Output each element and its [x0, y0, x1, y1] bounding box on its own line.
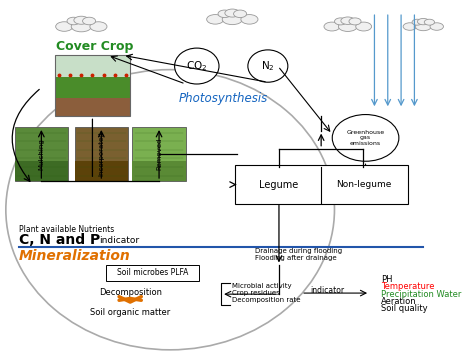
- Ellipse shape: [207, 14, 224, 24]
- Text: Aeration: Aeration: [381, 297, 417, 306]
- Ellipse shape: [412, 19, 422, 25]
- Text: PH: PH: [381, 275, 392, 284]
- Text: Removed: Removed: [156, 138, 162, 170]
- Text: Non-legume: Non-legume: [336, 180, 391, 189]
- Ellipse shape: [225, 9, 240, 17]
- FancyBboxPatch shape: [55, 77, 130, 98]
- Ellipse shape: [338, 22, 357, 31]
- FancyBboxPatch shape: [106, 265, 199, 281]
- Ellipse shape: [415, 22, 431, 31]
- Ellipse shape: [218, 10, 231, 18]
- Text: Soil organic matter: Soil organic matter: [90, 308, 170, 317]
- Text: Photosynthesis: Photosynthesis: [179, 92, 268, 105]
- FancyBboxPatch shape: [132, 160, 186, 181]
- Ellipse shape: [222, 14, 242, 25]
- Text: Incorporated: Incorporated: [98, 132, 104, 176]
- Text: C, N and P: C, N and P: [19, 233, 100, 247]
- Text: Drainage during flooding: Drainage during flooding: [255, 248, 342, 254]
- Ellipse shape: [82, 17, 96, 25]
- FancyBboxPatch shape: [75, 127, 128, 181]
- Text: Mineralization: Mineralization: [19, 249, 131, 264]
- FancyBboxPatch shape: [15, 160, 68, 181]
- Text: Soil microbes PLFA: Soil microbes PLFA: [117, 269, 188, 277]
- Ellipse shape: [90, 22, 107, 31]
- Text: CO$_2$: CO$_2$: [186, 59, 208, 73]
- Text: Microbial activity: Microbial activity: [232, 283, 292, 289]
- Text: Greenhouse
gas
emissions: Greenhouse gas emissions: [346, 130, 384, 146]
- Ellipse shape: [241, 14, 258, 24]
- Text: indicator: indicator: [99, 236, 139, 245]
- FancyBboxPatch shape: [55, 55, 130, 83]
- Text: indicator: indicator: [310, 286, 344, 295]
- Ellipse shape: [67, 17, 80, 25]
- Ellipse shape: [324, 22, 340, 31]
- FancyBboxPatch shape: [15, 127, 68, 181]
- Text: Plant available Nutrients: Plant available Nutrients: [19, 225, 114, 234]
- Ellipse shape: [71, 21, 91, 32]
- Text: Precipitation Water: Precipitation Water: [381, 290, 462, 299]
- FancyBboxPatch shape: [235, 165, 408, 205]
- Text: Soil quality: Soil quality: [381, 304, 428, 313]
- Ellipse shape: [424, 19, 435, 25]
- Ellipse shape: [55, 22, 73, 31]
- Ellipse shape: [349, 18, 361, 25]
- Text: Cover Crop: Cover Crop: [56, 40, 133, 53]
- Text: Decomposition: Decomposition: [99, 288, 162, 297]
- Text: Crop residues: Crop residues: [232, 290, 280, 296]
- Text: Mulching: Mulching: [38, 138, 45, 170]
- Text: Flooding after drainage: Flooding after drainage: [255, 255, 336, 261]
- Ellipse shape: [335, 18, 346, 25]
- Ellipse shape: [403, 23, 417, 30]
- FancyBboxPatch shape: [132, 127, 186, 181]
- Ellipse shape: [74, 16, 89, 24]
- Ellipse shape: [341, 17, 355, 24]
- Circle shape: [248, 50, 288, 82]
- Text: Legume: Legume: [259, 180, 299, 190]
- Ellipse shape: [332, 114, 399, 161]
- Ellipse shape: [430, 23, 444, 30]
- Text: Temperature: Temperature: [381, 282, 435, 291]
- Circle shape: [174, 48, 219, 84]
- Ellipse shape: [418, 18, 429, 25]
- Text: Decomposition rate: Decomposition rate: [232, 297, 301, 303]
- Ellipse shape: [356, 22, 372, 31]
- FancyBboxPatch shape: [55, 97, 130, 116]
- FancyBboxPatch shape: [75, 160, 128, 181]
- Text: N$_2$: N$_2$: [261, 59, 275, 73]
- Ellipse shape: [234, 10, 246, 18]
